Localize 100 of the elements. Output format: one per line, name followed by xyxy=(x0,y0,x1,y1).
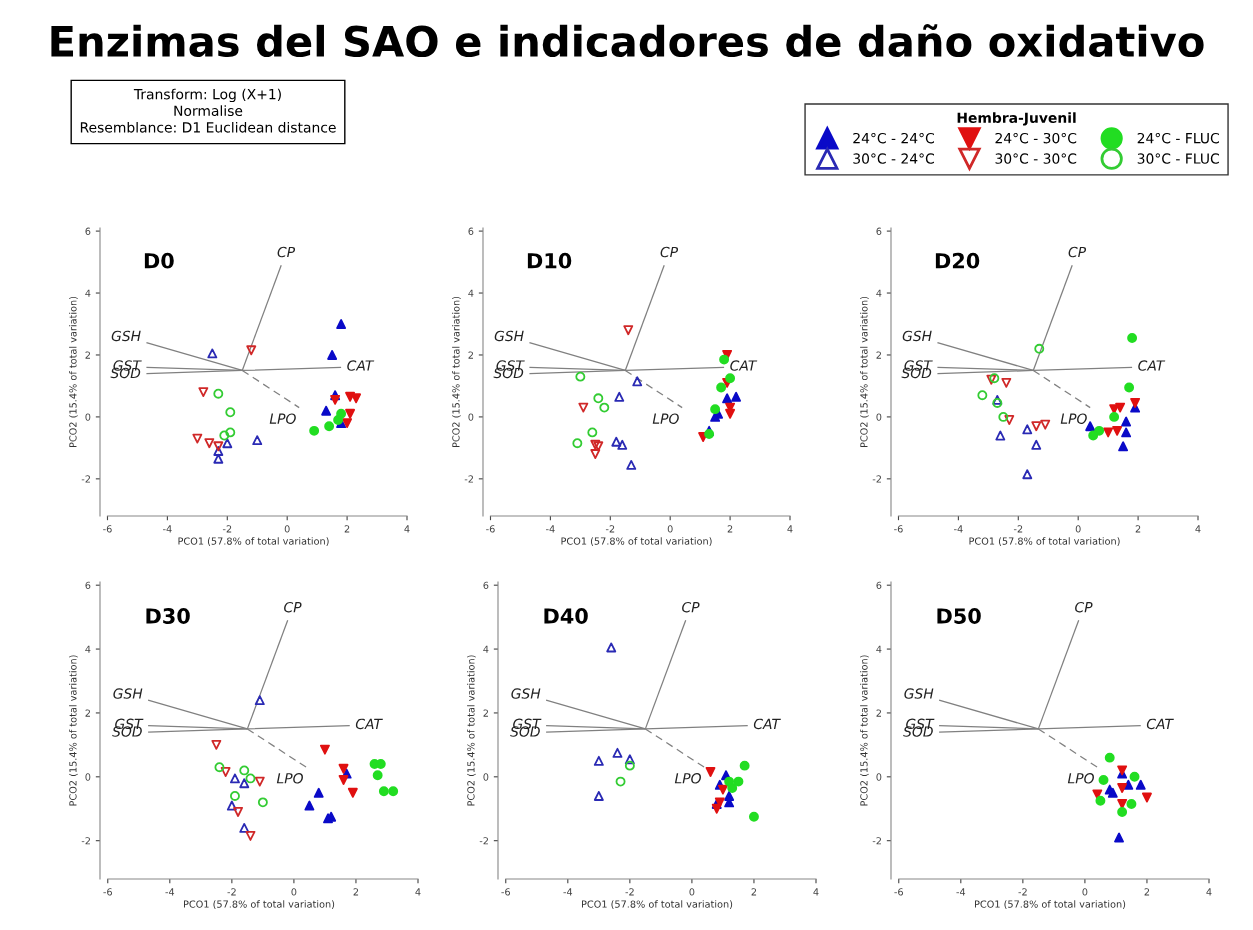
annotation: LPO xyxy=(1060,413,1087,424)
text: D20 xyxy=(935,252,980,269)
legend-label: 30°C - 30°C xyxy=(995,153,1077,164)
x-tick-label: -2 xyxy=(1013,525,1023,533)
annotation: CAT xyxy=(1146,718,1174,730)
x-tick-label: -4 xyxy=(165,888,175,896)
x-axis-title: PCO1 (57.8% of total variation) xyxy=(969,537,1120,546)
x-tick-label: 4 xyxy=(404,525,410,533)
annotation: CP xyxy=(682,601,700,613)
x-tick-label: 2 xyxy=(1144,888,1150,896)
y-axis-title: PCO2 (15.4% of total variation) xyxy=(69,655,78,806)
annotation: CP xyxy=(1075,601,1093,613)
x-tick-label: -6 xyxy=(486,525,495,533)
y-tick-label: 0 xyxy=(483,773,489,781)
text: D50 xyxy=(937,608,981,624)
legend-title: Hembra-Juvenil xyxy=(957,112,1076,126)
y-tick-label: 2 xyxy=(85,351,90,359)
annotation: LPO xyxy=(276,773,303,784)
y-tick-label: 0 xyxy=(468,413,474,421)
y-tick-label: 0 xyxy=(876,773,882,781)
annotation: GSH xyxy=(494,330,524,342)
y-tick-label: 0 xyxy=(85,413,91,421)
x-tick-label: -2 xyxy=(1018,888,1027,896)
y-tick-label: 6 xyxy=(483,581,489,590)
x-tick-label: 0 xyxy=(667,525,673,533)
x-tick-label: 4 xyxy=(1206,888,1212,896)
x-tick-label: 4 xyxy=(1195,525,1201,533)
x-tick-label: 4 xyxy=(813,888,819,896)
x-tick-label: -6 xyxy=(894,525,903,533)
y-axis-title: PCO2 (15.4% of total variation) xyxy=(69,296,78,447)
y-axis-title: PCO2 (15.4% of total variation) xyxy=(452,296,461,447)
x-tick-label: -2 xyxy=(227,888,236,896)
annotation: GSH xyxy=(111,330,141,342)
annotation: CP xyxy=(660,246,679,258)
x-tick-label: -2 xyxy=(222,525,232,533)
x-tick-label: 0 xyxy=(284,525,290,533)
x-tick-label: -2 xyxy=(625,888,634,896)
annotation: LPO xyxy=(674,773,701,784)
annotation: CP xyxy=(1068,246,1087,258)
legend-label: 24°C - 30°C xyxy=(995,132,1077,144)
x-tick-label: 0 xyxy=(1075,525,1081,533)
y-tick-label: 6 xyxy=(876,581,882,590)
x-tick-label: 2 xyxy=(751,888,757,896)
text: D10 xyxy=(527,252,572,269)
y-tick-label: 2 xyxy=(85,709,90,717)
y-tick-label: -2 xyxy=(872,475,881,483)
legend-label: 30°C - FLUC xyxy=(1137,153,1219,164)
annotation: CAT xyxy=(730,360,758,371)
x-tick-label: -6 xyxy=(501,888,510,896)
text: D30 xyxy=(146,608,190,624)
y-tick-label: -2 xyxy=(464,475,473,483)
x-tick-label: -4 xyxy=(546,525,555,533)
x-tick-label: 0 xyxy=(291,888,297,896)
y-tick-label: 6 xyxy=(85,581,91,590)
annotation: CAT xyxy=(1138,360,1166,371)
legend-label: 30°C - 24°C xyxy=(853,153,934,164)
x-tick-label: 0 xyxy=(1082,888,1088,896)
text: D0 xyxy=(144,252,174,269)
annotation: LPO xyxy=(1067,773,1094,784)
y-tick-label: 2 xyxy=(468,351,473,359)
x-tick-label: 2 xyxy=(353,888,359,896)
y-tick-label: 4 xyxy=(468,289,474,297)
x-tick-label: -6 xyxy=(894,888,903,896)
y-tick-label: 4 xyxy=(876,289,882,297)
x-tick-label: 4 xyxy=(787,525,793,533)
y-tick-label: 0 xyxy=(876,413,882,421)
x-axis-title: PCO1 (57.8% of total variation) xyxy=(178,537,329,546)
annotation: GSH xyxy=(902,330,932,342)
y-tick-label: 4 xyxy=(876,645,882,653)
x-axis-title: PCO1 (57.8% of total variation) xyxy=(582,900,733,909)
annotation: CAT xyxy=(355,718,383,730)
annotation: GSH xyxy=(113,688,143,699)
legend-label: 24°C - 24°C xyxy=(853,132,934,144)
x-tick-label: 2 xyxy=(727,525,733,533)
x-tick-label: -4 xyxy=(954,525,963,533)
y-tick-label: -2 xyxy=(872,837,881,845)
x-tick-label: -4 xyxy=(956,888,966,896)
y-tick-label: 6 xyxy=(876,227,882,235)
y-tick-label: -2 xyxy=(479,837,488,845)
annotation: LPO xyxy=(269,413,296,424)
annotation: GSH xyxy=(904,688,934,699)
y-axis-title: PCO2 (15.4% of total variation) xyxy=(860,296,869,447)
y-axis-title: PCO2 (15.4% of total variation) xyxy=(860,655,869,806)
legend-label: 24°C - FLUC xyxy=(1137,132,1219,144)
x-tick-label: -4 xyxy=(563,888,573,896)
text: Enzimas del SAO e indicadores de daño oxidativo xyxy=(51,24,1204,58)
x-tick-label: -6 xyxy=(103,888,112,896)
x-tick-label: -6 xyxy=(103,525,112,533)
x-tick-label: 0 xyxy=(689,888,695,896)
y-tick-label: 4 xyxy=(85,645,91,653)
y-axis-title: PCO2 (15.4% of total variation) xyxy=(467,655,476,806)
y-tick-label: -2 xyxy=(81,475,90,483)
text: D40 xyxy=(544,608,588,624)
annotation: CAT xyxy=(347,360,375,371)
y-tick-label: 2 xyxy=(876,351,881,359)
text: Transform: Log (X+1) Normalise Resemblance: D1 Euclidean distance xyxy=(80,88,336,133)
y-tick-label: 6 xyxy=(85,227,91,235)
x-axis-title: PCO1 (57.8% of total variation) xyxy=(184,900,335,909)
y-tick-label: 4 xyxy=(483,645,489,653)
annotation: GSH xyxy=(511,688,541,699)
